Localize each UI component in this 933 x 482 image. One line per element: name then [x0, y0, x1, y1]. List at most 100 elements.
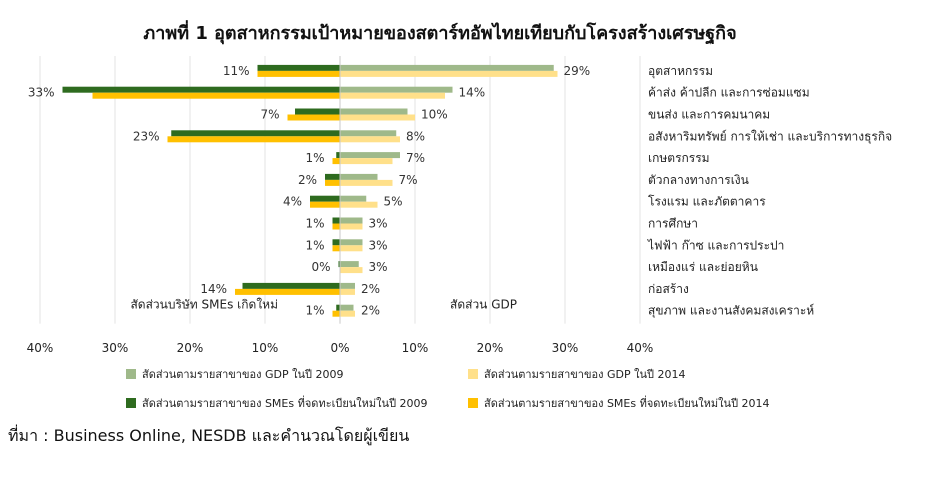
- bar-gdp-2009: [340, 217, 363, 224]
- bar-gdp-2009: [340, 108, 408, 115]
- right-value-label: 8%: [406, 129, 425, 143]
- bar-gdp-2009: [340, 195, 367, 202]
- category-label: ขนส่ง และการคมนาคม: [648, 108, 770, 122]
- bar-gdp-2009: [340, 130, 397, 137]
- left-value-label: 23%: [133, 129, 160, 143]
- bar-smes-2009: [295, 108, 340, 115]
- x-tick-label: 10%: [252, 341, 279, 355]
- bar-smes-2009: [171, 130, 340, 137]
- bar-smes-2009: [332, 239, 340, 246]
- bar-gdp-2014: [340, 223, 363, 230]
- bar-gdp-2014: [340, 267, 363, 274]
- category-label: ไฟฟ้า ก๊าซ และการประปา: [647, 238, 784, 252]
- bar-gdp-2014: [340, 245, 363, 252]
- category-label: ก่อสร้าง: [648, 282, 689, 296]
- right-value-label: 5%: [384, 195, 403, 209]
- x-tick-label: 40%: [627, 341, 654, 355]
- x-tick-label: 20%: [177, 341, 204, 355]
- bar-gdp-2014: [340, 136, 400, 143]
- right-value-label: 2%: [361, 282, 380, 296]
- right-value-label: 3%: [369, 217, 388, 231]
- bar-gdp-2009: [340, 152, 400, 159]
- bar-gdp-2009: [340, 173, 378, 180]
- chart-title: ภาพที่ 1 อุตสาหกรรมเป้าหมายของสตาร์ทอัพไ…: [143, 23, 737, 44]
- left-value-label: 4%: [283, 195, 302, 209]
- bar-smes-2009: [336, 152, 340, 159]
- right-side-label: สัดส่วน GDP: [450, 298, 517, 312]
- chart: 11% 29% อุตสาหกรรม 33% 14% ค้าส่ง ค้าปลีก และ…: [27, 56, 892, 410]
- bar-gdp-2014: [340, 70, 558, 77]
- bar-smes-2014: [332, 158, 340, 165]
- bar-gdp-2014: [340, 310, 355, 317]
- x-tick-label: 40%: [27, 341, 54, 355]
- x-tick-label: 30%: [102, 341, 129, 355]
- category-label: เกษตรกรรม: [648, 151, 710, 165]
- legend-swatch: [126, 398, 136, 408]
- bar-gdp-2009: [340, 304, 354, 311]
- bar-smes-2009: [325, 173, 340, 180]
- right-value-label: 14%: [459, 86, 486, 100]
- right-value-label: 10%: [421, 108, 448, 122]
- left-value-label: 1%: [305, 304, 324, 318]
- bar-smes-2014: [235, 288, 340, 295]
- left-value-label: 1%: [305, 238, 324, 252]
- bar-gdp-2014: [340, 201, 378, 208]
- source-note: ที่มา : Business Online, NESDB และคำนวณโ…: [8, 426, 410, 445]
- left-value-label: 33%: [28, 86, 55, 100]
- bar-smes-2014: [167, 136, 340, 143]
- category-label: อุตสาหกรรม: [648, 64, 713, 79]
- legend-label: สัดส่วนตามรายสาขาของ GDP ในปี 2014: [484, 368, 685, 381]
- bar-smes-2009: [257, 64, 340, 71]
- category-label: การศึกษา: [648, 217, 698, 231]
- x-tick-label: 0%: [330, 341, 349, 355]
- left-value-label: 2%: [298, 173, 317, 187]
- x-tick-label: 30%: [552, 341, 579, 355]
- bar-gdp-2014: [340, 92, 445, 99]
- bar-layer: [62, 64, 558, 317]
- right-value-label: 29%: [564, 64, 591, 78]
- category-label: อสังหาริมทรัพย์ การให้เช่า และบริการทางธ…: [648, 129, 892, 144]
- bar-smes-2009: [338, 261, 340, 268]
- bar-smes-2014: [287, 114, 340, 121]
- right-value-label: 2%: [361, 304, 380, 318]
- bar-smes-2009: [242, 282, 340, 289]
- bar-smes-2014: [332, 310, 340, 317]
- category-label: โรงแรม และภัตตาคาร: [648, 195, 766, 209]
- bar-gdp-2009: [340, 86, 453, 93]
- bar-gdp-2009: [340, 261, 359, 268]
- bar-gdp-2009: [340, 239, 363, 246]
- legend-swatch: [468, 398, 478, 408]
- x-tick-label: 20%: [477, 341, 504, 355]
- bar-smes-2014: [325, 179, 340, 186]
- right-value-label: 7%: [399, 173, 418, 187]
- category-label: ค้าส่ง ค้าปลีก และการซ่อมแซม: [648, 86, 810, 100]
- category-label: สุขภาพ และงานสังคมสงเคราะห์: [648, 304, 814, 319]
- left-value-label: 11%: [223, 64, 250, 78]
- legend-label: สัดส่วนตามรายสาขาของ GDP ในปี 2009: [142, 368, 343, 381]
- bar-gdp-2009: [340, 282, 355, 289]
- category-label: ตัวกลางทางการเงิน: [648, 173, 749, 187]
- legend-label: สัดส่วนตามรายสาขาของ SMEs ที่จดทะเบียนให…: [484, 395, 770, 410]
- x-tick-label: 10%: [402, 341, 429, 355]
- axis-layer: 40% 30% 20% 10% 0% 10% 20% 30% 40%: [27, 56, 654, 355]
- bar-smes-2014: [332, 245, 340, 252]
- legend-layer: สัดส่วนตามรายสาขาของ GDP ในปี 2009 สัดส่ว…: [126, 368, 770, 410]
- bar-smes-2014: [310, 201, 340, 208]
- label-layer: 11% 29% อุตสาหกรรม 33% 14% ค้าส่ง ค้าปลีก และ…: [28, 64, 892, 319]
- bar-gdp-2014: [340, 114, 415, 121]
- category-label: เหมืองแร่ และย่อยหิน: [648, 260, 758, 274]
- bar-gdp-2014: [340, 158, 393, 165]
- bar-gdp-2014: [340, 288, 355, 295]
- left-side-label: สัดส่วนบริษัท SMEs เกิดใหม่: [130, 298, 278, 312]
- left-value-label: 1%: [305, 151, 324, 165]
- right-value-label: 3%: [369, 260, 388, 274]
- left-value-label: 7%: [260, 108, 279, 122]
- right-value-label: 7%: [406, 151, 425, 165]
- bar-gdp-2009: [340, 64, 554, 71]
- bar-smes-2009: [62, 86, 340, 93]
- legend-label: สัดส่วนตามรายสาขาของ SMEs ที่จดทะเบียนให…: [142, 395, 428, 410]
- left-value-label: 1%: [305, 217, 324, 231]
- bar-smes-2009: [310, 195, 340, 202]
- right-value-label: 3%: [369, 238, 388, 252]
- bar-smes-2014: [257, 70, 340, 77]
